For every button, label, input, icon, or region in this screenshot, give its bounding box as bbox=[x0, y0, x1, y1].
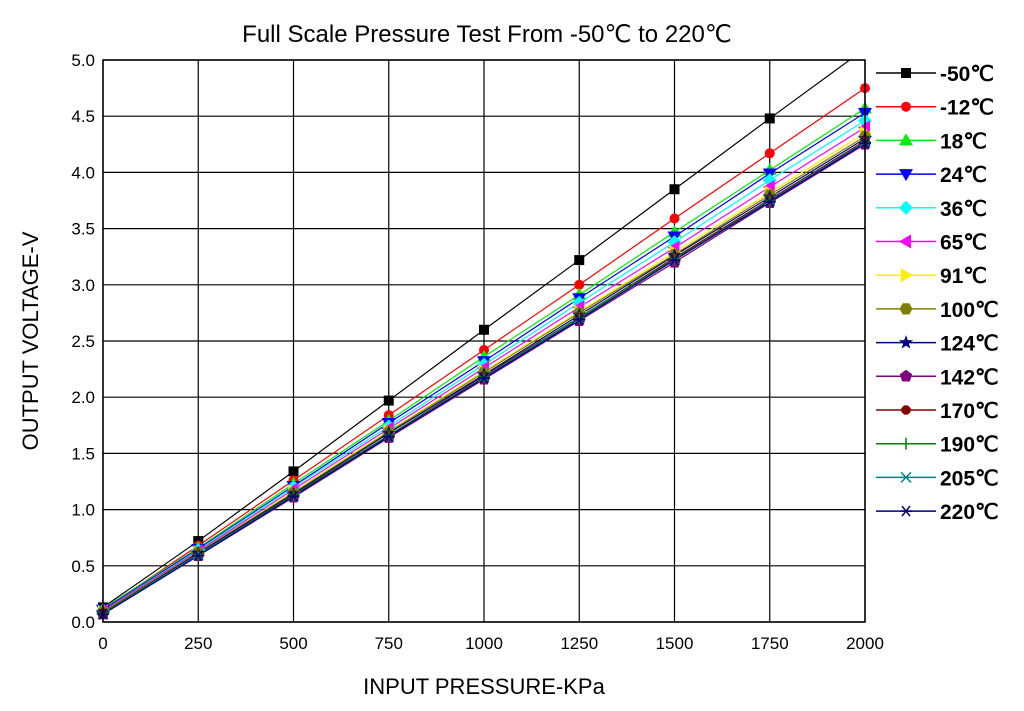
legend-marker bbox=[898, 335, 914, 349]
data-point bbox=[478, 372, 490, 384]
y-tick-label: 3.0 bbox=[71, 276, 95, 295]
data-point bbox=[669, 213, 680, 224]
legend: -50℃ -12℃ 18℃ 24℃ 36℃ 65℃ 91℃ 100℃ 124℃ 142℃ 170℃ 1… bbox=[876, 63, 999, 524]
legend-item: 220℃ bbox=[876, 501, 999, 524]
x-tick-label: 0 bbox=[98, 634, 107, 653]
legend-marker bbox=[901, 68, 911, 78]
y-ticks: 0.0 0.5 1.0 1.5 2.0 2.5 3.0 3.5 4.0 4.5 5.0 bbox=[71, 51, 95, 632]
data-point bbox=[763, 196, 776, 208]
x-axis-label: INPUT PRESSURE-KPa bbox=[363, 674, 605, 699]
x-tick-label: 1750 bbox=[751, 634, 789, 653]
x-tick-label: 250 bbox=[184, 634, 212, 653]
x-ticks: 0 250 500 750 1000 1250 1500 1750 2000 bbox=[98, 634, 884, 653]
legend-label: 65℃ bbox=[940, 232, 987, 255]
legend-marker bbox=[900, 471, 912, 483]
legend-label: 24℃ bbox=[940, 164, 987, 187]
data-point bbox=[574, 255, 585, 266]
legend-marker bbox=[901, 405, 911, 415]
y-tick-label: 2.0 bbox=[71, 388, 95, 407]
legend-item: 24℃ bbox=[876, 164, 987, 187]
legend-item: 91℃ bbox=[876, 265, 987, 288]
legend-item: 65℃ bbox=[876, 232, 987, 255]
legend-label: 205℃ bbox=[940, 467, 999, 490]
legend-marker bbox=[899, 200, 913, 215]
data-point bbox=[288, 466, 299, 477]
series-markers bbox=[95, 83, 873, 620]
y-tick-label: 3.5 bbox=[71, 220, 95, 239]
y-axis-label: OUTPUT VOLTAGE-V bbox=[18, 231, 43, 450]
data-point bbox=[192, 550, 205, 562]
legend-marker bbox=[900, 437, 912, 450]
x-tick-label: 750 bbox=[375, 634, 403, 653]
legend-marker bbox=[900, 505, 912, 517]
data-point bbox=[287, 490, 300, 502]
data-point bbox=[668, 254, 681, 266]
y-tick-label: 1.0 bbox=[71, 501, 95, 520]
data-point bbox=[573, 311, 586, 324]
y-tick-label: 4.5 bbox=[71, 107, 95, 126]
legend-label: 170℃ bbox=[940, 400, 999, 423]
x-tick-label: 2000 bbox=[846, 634, 884, 653]
data-point bbox=[479, 324, 489, 335]
legend-item: 124℃ bbox=[876, 333, 999, 356]
data-point bbox=[764, 113, 775, 124]
legend-item: -12℃ bbox=[876, 97, 994, 120]
legend-marker bbox=[899, 234, 911, 249]
legend-marker bbox=[899, 133, 913, 146]
x-tick-label: 1250 bbox=[560, 634, 598, 653]
legend-marker bbox=[899, 369, 913, 382]
data-point bbox=[574, 279, 585, 290]
y-tick-label: 5.0 bbox=[71, 51, 95, 70]
legend-item: 36℃ bbox=[876, 198, 987, 221]
legend-label: 18℃ bbox=[940, 130, 987, 153]
y-tick-label: 0.0 bbox=[71, 613, 95, 632]
legend-label: 190℃ bbox=[940, 434, 999, 457]
data-point bbox=[382, 431, 395, 443]
legend-label: -12℃ bbox=[940, 97, 994, 120]
legend-label: 36℃ bbox=[940, 198, 987, 221]
y-tick-label: 2.5 bbox=[71, 332, 95, 351]
legend-label: -50℃ bbox=[940, 63, 994, 86]
data-point bbox=[764, 148, 775, 159]
data-point bbox=[383, 395, 394, 406]
x-tick-label: 500 bbox=[279, 634, 307, 653]
legend-marker bbox=[901, 268, 913, 283]
legend-label: 220℃ bbox=[940, 501, 999, 524]
chart-title: Full Scale Pressure Test From -50℃ to 22… bbox=[242, 21, 732, 48]
legend-marker bbox=[899, 169, 913, 182]
data-point bbox=[669, 184, 680, 195]
legend-label: 142℃ bbox=[940, 366, 999, 389]
x-tick-label: 1500 bbox=[656, 634, 694, 653]
legend-item: -50℃ bbox=[876, 63, 994, 86]
legend-marker bbox=[901, 101, 911, 112]
legend-label: 91℃ bbox=[940, 265, 987, 288]
x-tick-label: 1000 bbox=[465, 634, 503, 653]
y-tick-label: 0.5 bbox=[71, 557, 95, 576]
legend-item: 190℃ bbox=[876, 434, 999, 457]
legend-item: 170℃ bbox=[876, 400, 999, 423]
y-tick-label: 1.5 bbox=[71, 444, 95, 463]
legend-label: 100℃ bbox=[940, 299, 999, 322]
y-tick-label: 4.0 bbox=[71, 163, 95, 182]
legend-item: 100℃ bbox=[876, 299, 999, 322]
legend-label: 124℃ bbox=[940, 333, 999, 356]
legend-item: 205℃ bbox=[876, 467, 999, 490]
plot-frame bbox=[102, 59, 866, 623]
legend-marker bbox=[899, 303, 913, 315]
data-point bbox=[573, 314, 586, 326]
grid bbox=[102, 59, 866, 623]
legend-item: 18℃ bbox=[876, 130, 987, 153]
legend-item: 142℃ bbox=[876, 366, 999, 389]
